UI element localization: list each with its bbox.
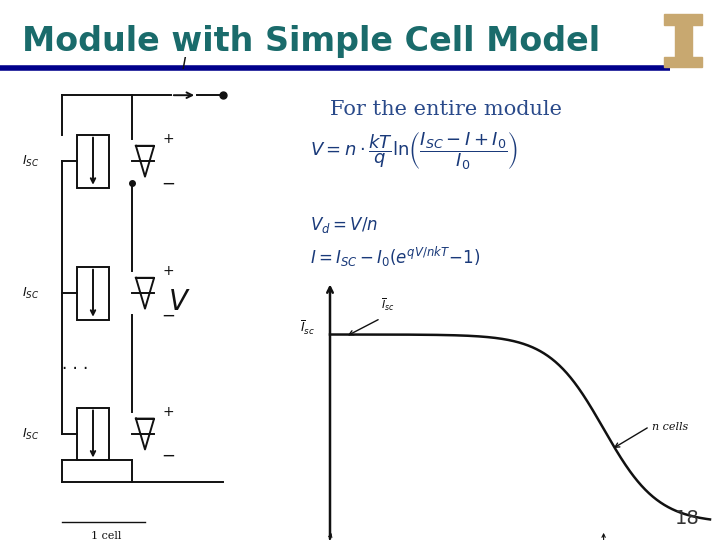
Text: 1 cell: 1 cell — [91, 531, 121, 540]
Text: 18: 18 — [675, 509, 700, 528]
Text: $V_d = V / n$: $V_d = V / n$ — [310, 215, 378, 235]
Bar — [78, 267, 109, 320]
Text: Module with Simple Cell Model: Module with Simple Cell Model — [22, 25, 600, 58]
Text: $I = I_{SC} - I_0(e^{qV/nkT}\!-\!1)$: $I = I_{SC} - I_0(e^{qV/nkT}\!-\!1)$ — [310, 245, 481, 269]
Text: $I_{SC}$: $I_{SC}$ — [22, 154, 40, 168]
Bar — [78, 408, 109, 461]
Text: +: + — [163, 132, 174, 146]
Text: +: + — [163, 264, 174, 278]
Text: −: − — [161, 174, 176, 192]
Text: $\overline{I}_{sc}$: $\overline{I}_{sc}$ — [381, 297, 394, 313]
Text: . . .: . . . — [62, 355, 88, 373]
Text: n cells: n cells — [652, 422, 688, 431]
Bar — [665, 57, 702, 68]
Text: −: − — [161, 306, 176, 324]
Text: $I_{SC}$: $I_{SC}$ — [22, 286, 40, 301]
Text: $\overline{I}_{sc}$: $\overline{I}_{sc}$ — [300, 319, 315, 337]
Bar — [78, 135, 109, 187]
Text: $I$: $I$ — [181, 56, 187, 72]
Bar — [665, 14, 702, 25]
Text: For the entire module: For the entire module — [330, 100, 562, 119]
Text: −: − — [161, 447, 176, 465]
Text: $I_{SC}$: $I_{SC}$ — [22, 427, 40, 442]
Text: $V$: $V$ — [168, 288, 190, 315]
Bar — [675, 25, 691, 62]
Text: +: + — [163, 405, 174, 419]
Text: $V = n \cdot \dfrac{kT}{q} \ln\!\left(\dfrac{I_{SC} - I + I_0}{I_0}\right)$: $V = n \cdot \dfrac{kT}{q} \ln\!\left(\d… — [310, 130, 518, 172]
